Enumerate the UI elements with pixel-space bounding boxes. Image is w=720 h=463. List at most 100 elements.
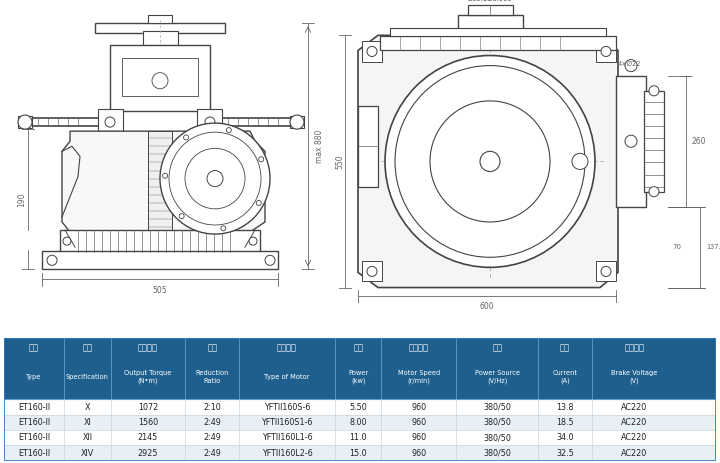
Polygon shape bbox=[358, 35, 618, 288]
Circle shape bbox=[152, 73, 168, 89]
Circle shape bbox=[625, 135, 637, 147]
Text: 2:49: 2:49 bbox=[203, 433, 221, 442]
Bar bbox=[358, 106, 378, 187]
Text: 960: 960 bbox=[411, 402, 426, 412]
Circle shape bbox=[163, 173, 168, 178]
Text: 550: 550 bbox=[336, 154, 344, 169]
Circle shape bbox=[430, 101, 550, 222]
Text: 型号: 型号 bbox=[29, 343, 39, 352]
Text: 600: 600 bbox=[480, 302, 495, 311]
Circle shape bbox=[649, 187, 659, 197]
Text: Reduction
Ratio: Reduction Ratio bbox=[195, 370, 229, 384]
Bar bbox=[4, 445, 716, 461]
Circle shape bbox=[256, 200, 261, 206]
Text: ET160-II: ET160-II bbox=[18, 449, 50, 457]
Text: X: X bbox=[85, 402, 90, 412]
Text: Brake Voltage
(V): Brake Voltage (V) bbox=[611, 370, 657, 384]
Text: AC220: AC220 bbox=[621, 433, 647, 442]
Bar bbox=[197, 109, 222, 131]
Text: 380/50: 380/50 bbox=[483, 418, 511, 427]
Text: Specification: Specification bbox=[66, 374, 109, 380]
Circle shape bbox=[18, 115, 32, 129]
Text: 380/50: 380/50 bbox=[483, 449, 511, 457]
Circle shape bbox=[205, 117, 215, 127]
Bar bbox=[596, 261, 616, 282]
Text: 输出扭矩: 输出扭矩 bbox=[138, 343, 158, 352]
Text: 电机型号: 电机型号 bbox=[277, 343, 297, 352]
Circle shape bbox=[572, 153, 588, 169]
Bar bbox=[60, 230, 260, 252]
Text: 电流: 电流 bbox=[560, 343, 570, 352]
Circle shape bbox=[480, 151, 500, 171]
Text: 137.25: 137.25 bbox=[706, 244, 720, 250]
Text: 5.50: 5.50 bbox=[349, 402, 367, 412]
Text: 34.0: 34.0 bbox=[556, 433, 574, 442]
Circle shape bbox=[290, 115, 304, 129]
Bar bbox=[380, 36, 616, 50]
Circle shape bbox=[185, 148, 245, 209]
Text: 2:10: 2:10 bbox=[203, 402, 221, 412]
Text: ET160-II: ET160-II bbox=[18, 402, 50, 412]
Circle shape bbox=[249, 237, 257, 245]
Text: 速比: 速比 bbox=[207, 343, 217, 352]
Circle shape bbox=[221, 226, 226, 231]
Bar bbox=[362, 261, 382, 282]
Text: YFTII160S-6: YFTII160S-6 bbox=[264, 402, 310, 412]
Text: 32.5: 32.5 bbox=[556, 449, 574, 457]
Text: XI: XI bbox=[84, 418, 91, 427]
Bar bbox=[616, 75, 646, 207]
Circle shape bbox=[265, 255, 275, 265]
Bar bbox=[596, 41, 616, 62]
Bar bbox=[362, 41, 382, 62]
Text: AC220: AC220 bbox=[621, 449, 647, 457]
Text: XII: XII bbox=[82, 433, 92, 442]
Bar bbox=[110, 45, 210, 111]
Bar bbox=[468, 5, 513, 15]
Text: ET160-II: ET160-II bbox=[18, 433, 50, 442]
Bar bbox=[4, 415, 716, 430]
Text: ET160-II: ET160-II bbox=[18, 418, 50, 427]
Text: 1072: 1072 bbox=[138, 402, 158, 412]
Text: 功率: 功率 bbox=[354, 343, 363, 352]
Bar bbox=[143, 31, 178, 45]
Text: AC220: AC220 bbox=[621, 418, 647, 427]
Bar bbox=[95, 23, 225, 33]
Circle shape bbox=[367, 46, 377, 56]
Circle shape bbox=[184, 135, 189, 140]
Text: 960: 960 bbox=[411, 418, 426, 427]
Bar bbox=[458, 15, 523, 35]
Text: 380/50: 380/50 bbox=[483, 433, 511, 442]
Circle shape bbox=[179, 213, 184, 219]
Bar bbox=[290, 116, 304, 128]
Bar bbox=[4, 430, 716, 445]
Circle shape bbox=[649, 86, 659, 96]
Text: 505: 505 bbox=[153, 286, 167, 294]
Text: 2:49: 2:49 bbox=[203, 449, 221, 457]
Circle shape bbox=[601, 46, 611, 56]
Bar bbox=[42, 251, 278, 269]
Text: Type of Motor: Type of Motor bbox=[264, 374, 310, 380]
Circle shape bbox=[625, 60, 637, 72]
Text: Type: Type bbox=[26, 374, 42, 380]
Circle shape bbox=[169, 132, 261, 225]
Circle shape bbox=[258, 157, 264, 162]
Bar bbox=[390, 28, 606, 36]
Text: Ø65.1±0.000: Ø65.1±0.000 bbox=[468, 0, 513, 2]
Text: 11.0: 11.0 bbox=[349, 433, 367, 442]
Text: YFTII160S1-6: YFTII160S1-6 bbox=[261, 418, 312, 427]
Text: 13.8: 13.8 bbox=[556, 402, 574, 412]
Text: 2:49: 2:49 bbox=[203, 418, 221, 427]
Text: 960: 960 bbox=[411, 433, 426, 442]
Circle shape bbox=[207, 170, 223, 187]
Text: max 880: max 880 bbox=[315, 130, 324, 163]
Circle shape bbox=[367, 266, 377, 276]
Text: XIV: XIV bbox=[81, 449, 94, 457]
Circle shape bbox=[47, 255, 57, 265]
Circle shape bbox=[105, 117, 115, 127]
Text: 制动电压: 制动电压 bbox=[624, 343, 644, 352]
Text: Motor Speed
(r/min): Motor Speed (r/min) bbox=[397, 370, 440, 384]
Text: 电机转速: 电机转速 bbox=[409, 343, 429, 352]
Bar bbox=[98, 109, 123, 131]
Text: Power
(kw): Power (kw) bbox=[348, 370, 369, 384]
Circle shape bbox=[226, 128, 231, 132]
